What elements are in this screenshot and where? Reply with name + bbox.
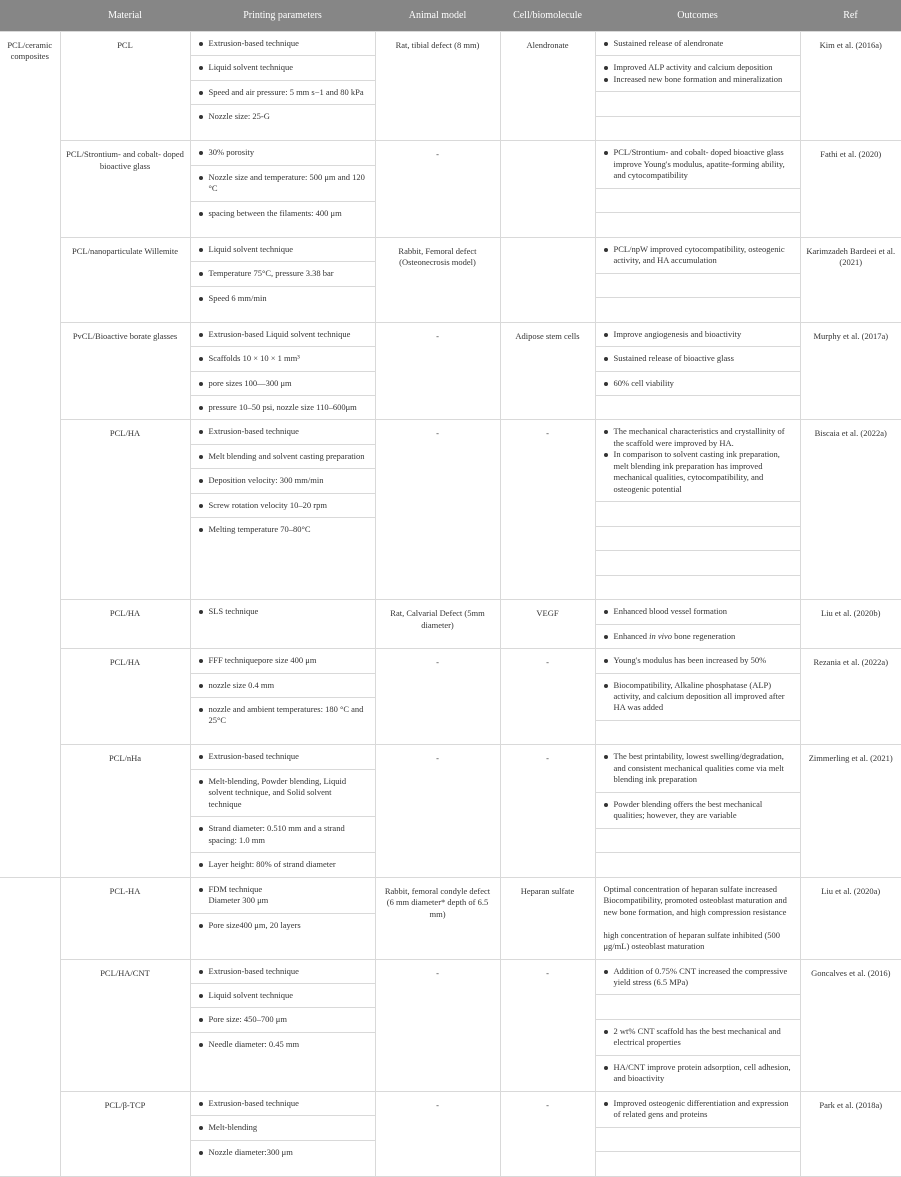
material-cell: PCL/HA (60, 649, 190, 745)
th-params: Printing parameters (190, 0, 375, 32)
outcomes-cell: Addition of 0.75% CNT increased the comp… (595, 959, 800, 1091)
params-cell: Extrusion-based techniqueMelt-blending, … (190, 745, 375, 877)
params-cell: Extrusion-based Liquid solvent technique… (190, 322, 375, 420)
material-cell: PCL/HA/CNT (60, 959, 190, 1091)
th-outcomes: Outcomes (595, 0, 800, 32)
ref-cell: Park et al. (2018a) (800, 1091, 901, 1176)
table-header: Material Printing parameters Animal mode… (0, 0, 901, 32)
outcomes-cell: The best printability, lowest swelling/d… (595, 745, 800, 877)
outcomes-cell: Sustained release of alendronateImproved… (595, 32, 800, 141)
outcomes-cell: Young's modulus has been increased by 50… (595, 649, 800, 745)
table-row: PCL-HAFDM techniqueDiameter 300 μmPore s… (0, 877, 901, 959)
cell-biomolecule-cell: - (500, 1091, 595, 1176)
table-body: PCL/ceramic compositesPCLExtrusion-based… (0, 32, 901, 1177)
th-cell: Cell/biomolecule (500, 0, 595, 32)
material-cell: PCL/HA (60, 420, 190, 600)
ref-cell: Zimmerling et al. (2021) (800, 745, 901, 877)
params-cell: Liquid solvent techniqueTemperature 75°C… (190, 237, 375, 322)
cell-biomolecule-cell: - (500, 649, 595, 745)
params-cell: Extrusion-based techniqueLiquid solvent … (190, 959, 375, 1091)
model-cell: - (375, 420, 500, 600)
material-cell: PCL (60, 32, 190, 141)
material-cell: PCL-HA (60, 877, 190, 959)
material-cell: PCL/Strontium- and cobalt- doped bioacti… (60, 141, 190, 237)
cell-biomolecule-cell: - (500, 420, 595, 600)
outcomes-cell: PCL/npW improved cytocompatibility, oste… (595, 237, 800, 322)
cell-biomolecule-cell: Adipose stem cells (500, 322, 595, 420)
category-cell: PCL/ceramic composites (0, 32, 60, 878)
params-cell: FFF techniquepore size 400 μmnozzle size… (190, 649, 375, 745)
model-cell: - (375, 322, 500, 420)
ref-cell: Biscaia et al. (2022a) (800, 420, 901, 600)
table-row: PCL/HA/CNTExtrusion-based techniqueLiqui… (0, 959, 901, 1091)
cell-biomolecule-cell: Heparan sulfate (500, 877, 595, 959)
table-row: PCL/HAFFF techniquepore size 400 μmnozzl… (0, 649, 901, 745)
ref-cell: Liu et al. (2020a) (800, 877, 901, 959)
th-blank (0, 0, 60, 32)
th-ref: Ref (800, 0, 901, 32)
ref-cell: Murphy et al. (2017a) (800, 322, 901, 420)
material-cell: PvCL/Bioactive borate glasses (60, 322, 190, 420)
outcomes-cell: Improve angiogenesis and bioactivitySust… (595, 322, 800, 420)
material-cell: PCL/HA (60, 600, 190, 649)
model-cell: - (375, 1091, 500, 1176)
outcomes-cell: Optimal concentration of heparan sulfate… (595, 877, 800, 959)
params-cell: SLS technique (190, 600, 375, 649)
table-row: PCL/nHaExtrusion-based techniqueMelt-ble… (0, 745, 901, 877)
cell-biomolecule-cell: VEGF (500, 600, 595, 649)
table-row: PCL/Strontium- and cobalt- doped bioacti… (0, 141, 901, 237)
model-cell: - (375, 745, 500, 877)
cell-biomolecule-cell (500, 141, 595, 237)
params-cell: Extrusion-based techniqueMelt-blendingNo… (190, 1091, 375, 1176)
table-row: PCL/HAExtrusion-based techniqueMelt blen… (0, 420, 901, 600)
ref-cell: Fathi et al. (2020) (800, 141, 901, 237)
main-table: Material Printing parameters Animal mode… (0, 0, 901, 1177)
params-cell: Extrusion-based techniqueMelt blending a… (190, 420, 375, 600)
params-cell: FDM techniqueDiameter 300 μmPore size400… (190, 877, 375, 959)
model-cell: Rabbit, femoral condyle defect (6 mm dia… (375, 877, 500, 959)
cell-biomolecule-cell: - (500, 959, 595, 1091)
model-cell: - (375, 649, 500, 745)
material-cell: PCL/β-TCP (60, 1091, 190, 1176)
category-cell-2 (0, 877, 60, 1176)
material-cell: PCL/nanoparticulate Willemite (60, 237, 190, 322)
ref-cell: Rezania et al. (2022a) (800, 649, 901, 745)
outcomes-cell: Improved osteogenic differentiation and … (595, 1091, 800, 1176)
model-cell: Rat, Calvarial Defect (5mm diameter) (375, 600, 500, 649)
model-cell: Rat, tibial defect (8 mm) (375, 32, 500, 141)
cell-biomolecule-cell (500, 237, 595, 322)
table-row: PCL/HASLS techniqueRat, Calvarial Defect… (0, 600, 901, 649)
table-row: PvCL/Bioactive borate glassesExtrusion-b… (0, 322, 901, 420)
table-row: PCL/β-TCPExtrusion-based techniqueMelt-b… (0, 1091, 901, 1176)
params-cell: 30% porosityNozzle size and temperature:… (190, 141, 375, 237)
outcomes-cell: The mechanical characteristics and cryst… (595, 420, 800, 600)
ref-cell: Kim et al. (2016a) (800, 32, 901, 141)
ref-cell: Karimzadeh Bardeei et al. (2021) (800, 237, 901, 322)
model-cell: - (375, 959, 500, 1091)
ref-cell: Liu et al. (2020b) (800, 600, 901, 649)
outcomes-cell: Enhanced blood vessel formationEnhanced … (595, 600, 800, 649)
cell-biomolecule-cell: - (500, 745, 595, 877)
cell-biomolecule-cell: Alendronate (500, 32, 595, 141)
ref-cell: Goncalves et al. (2016) (800, 959, 901, 1091)
table-row: PCL/nanoparticulate WillemiteLiquid solv… (0, 237, 901, 322)
material-cell: PCL/nHa (60, 745, 190, 877)
params-cell: Extrusion-based techniqueLiquid solvent … (190, 32, 375, 141)
model-cell: - (375, 141, 500, 237)
th-material: Material (60, 0, 190, 32)
outcomes-cell: PCL/Strontium- and cobalt- doped bioacti… (595, 141, 800, 237)
table-row: PCL/ceramic compositesPCLExtrusion-based… (0, 32, 901, 141)
th-model: Animal model (375, 0, 500, 32)
model-cell: Rabbit, Femoral defect (Osteonecrosis mo… (375, 237, 500, 322)
